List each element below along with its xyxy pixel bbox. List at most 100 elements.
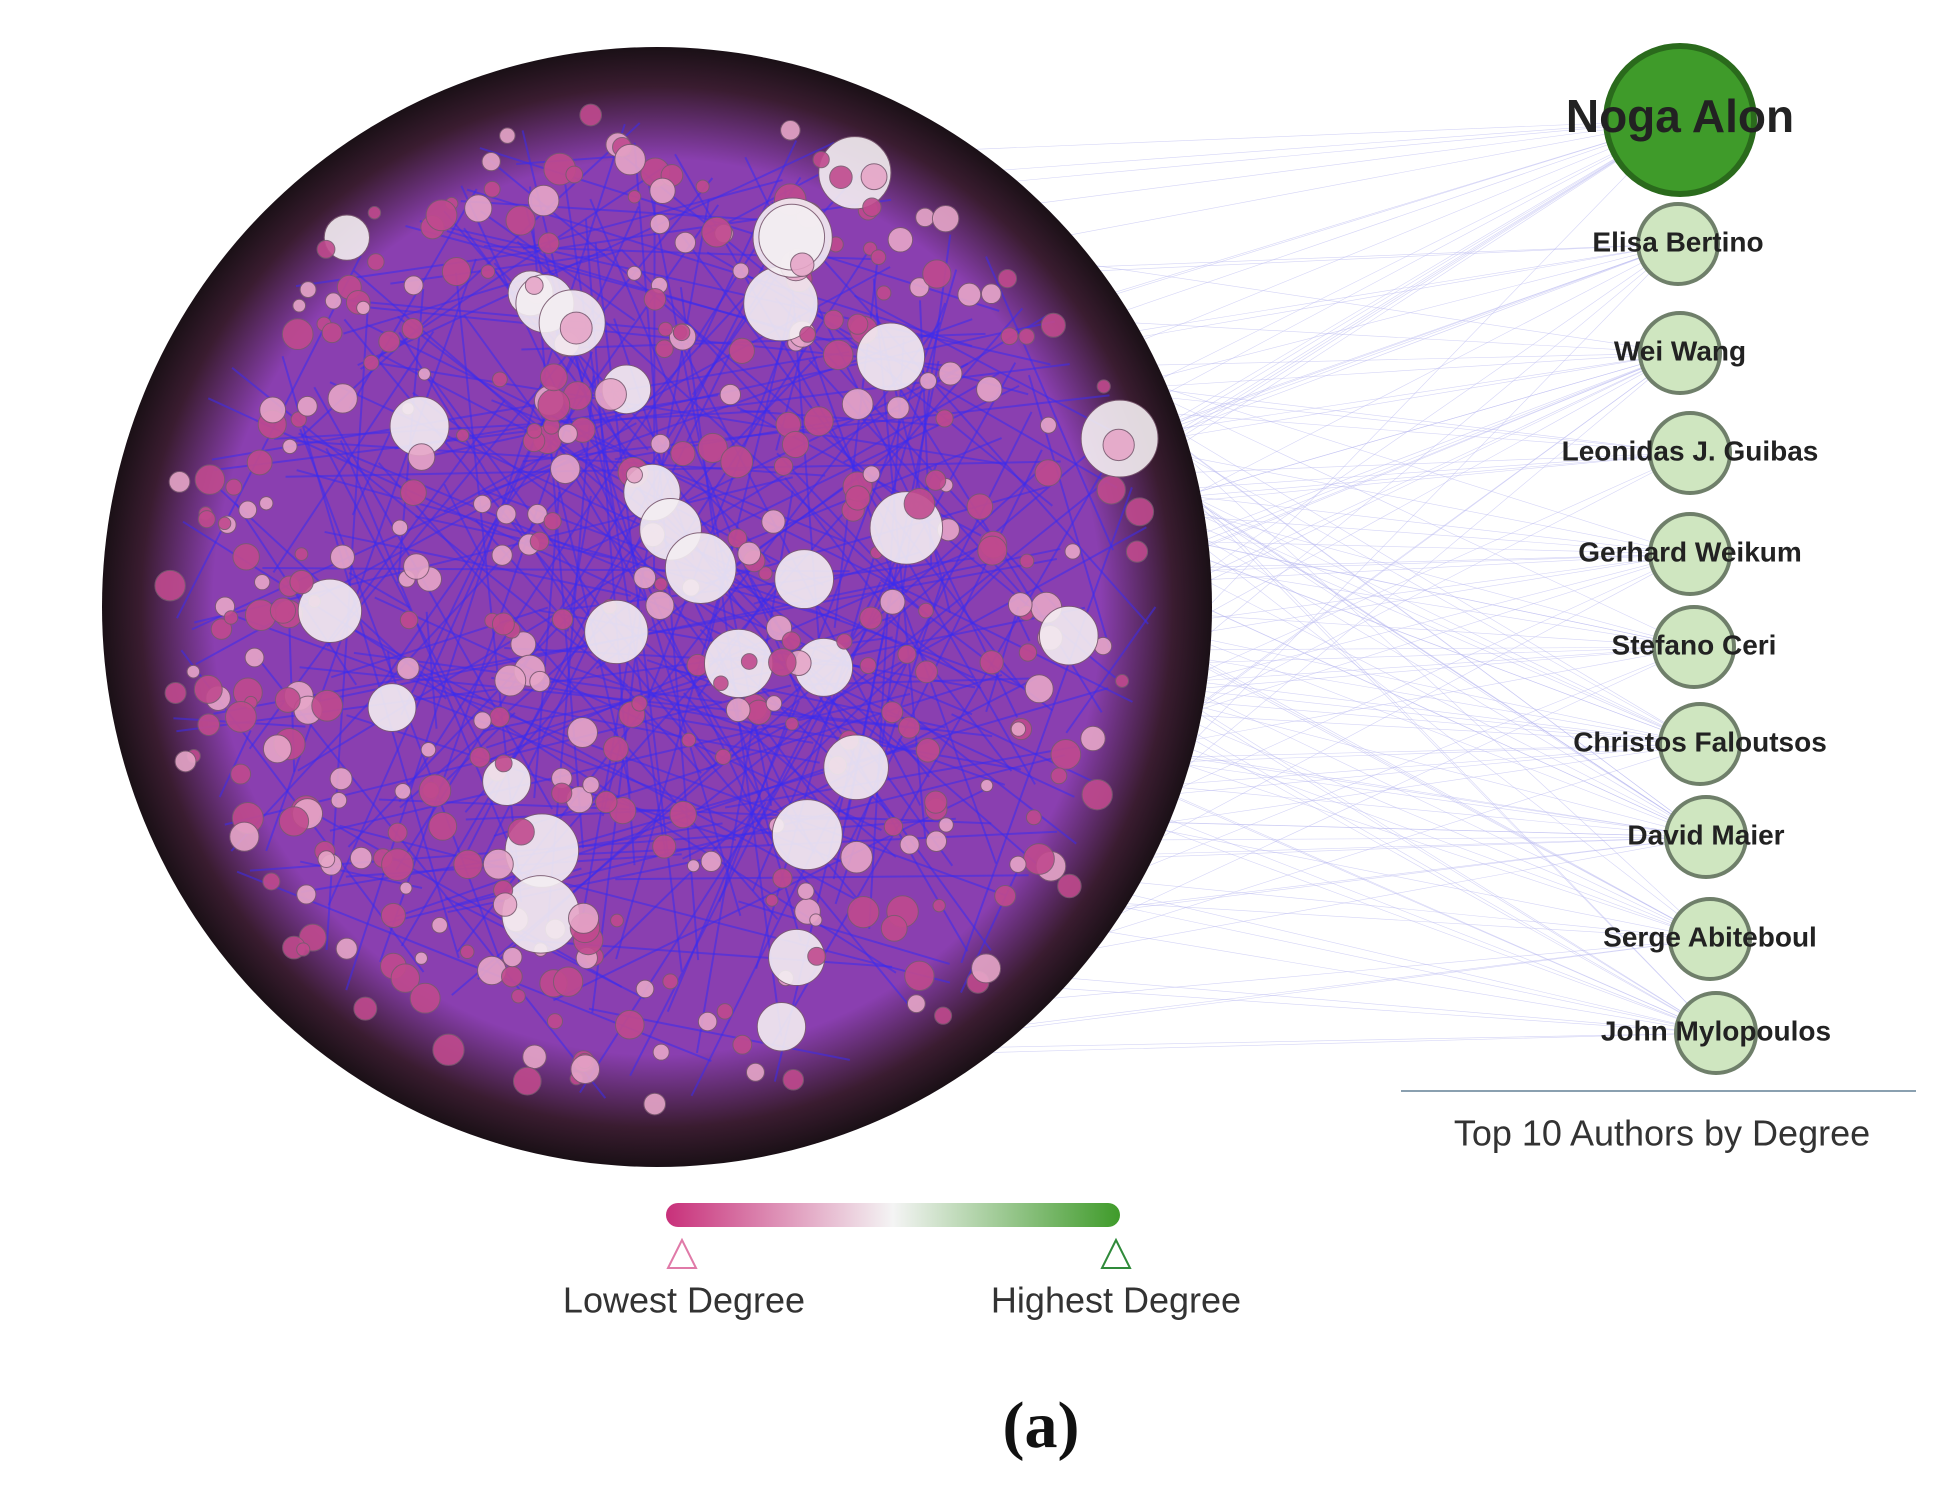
edge — [379, 351, 593, 963]
legend-low: Lowest Degree — [563, 1280, 805, 1321]
edge — [218, 729, 252, 798]
author-label: Gerhard Weikum — [1578, 536, 1802, 567]
node — [732, 262, 750, 280]
node — [292, 298, 307, 313]
node — [1023, 843, 1055, 875]
node — [391, 519, 409, 536]
edge — [294, 801, 623, 988]
edge — [485, 156, 1117, 679]
edge — [396, 315, 1077, 845]
author-label: Serge Abiteboul — [1603, 921, 1817, 952]
node — [994, 884, 1017, 907]
node — [330, 544, 355, 570]
node — [491, 612, 515, 636]
author-node — [1658, 702, 1742, 786]
node — [695, 179, 710, 194]
edge — [854, 294, 1121, 437]
node — [797, 882, 815, 900]
node — [387, 822, 408, 843]
node — [469, 746, 491, 768]
node — [979, 650, 1004, 675]
author-label: Noga Alon — [1566, 90, 1794, 142]
node — [278, 806, 310, 837]
node — [537, 388, 571, 422]
node — [403, 553, 430, 580]
node — [381, 848, 414, 881]
author-label: Christos Faloutsos — [1573, 726, 1827, 757]
author-label: David Maier — [1627, 819, 1784, 850]
node — [881, 701, 904, 724]
edge — [666, 700, 800, 1013]
node — [1034, 459, 1062, 487]
node — [980, 779, 994, 793]
node — [473, 494, 492, 514]
node — [394, 782, 412, 800]
node — [551, 782, 573, 804]
edge — [443, 483, 486, 565]
node — [915, 738, 941, 763]
node — [323, 214, 371, 261]
node — [879, 588, 906, 615]
node — [643, 288, 667, 311]
node — [259, 496, 274, 511]
node — [643, 1092, 667, 1116]
edge — [868, 338, 905, 929]
node — [614, 143, 646, 176]
node — [329, 767, 353, 791]
node — [922, 259, 952, 289]
node — [473, 711, 492, 730]
edge — [705, 526, 1147, 771]
node — [281, 318, 314, 351]
node — [1019, 553, 1035, 569]
node — [697, 1011, 718, 1032]
node — [570, 1054, 601, 1085]
node — [799, 326, 816, 343]
node — [193, 674, 223, 704]
node — [980, 283, 1002, 305]
node — [938, 817, 954, 833]
node — [550, 453, 581, 485]
edge — [415, 515, 615, 560]
node — [324, 292, 342, 310]
node — [595, 790, 618, 814]
author-label: Wei Wang — [1614, 335, 1746, 366]
node — [782, 1068, 805, 1091]
node — [745, 1062, 765, 1082]
edge — [1113, 611, 1711, 940]
node — [925, 830, 948, 852]
node — [847, 896, 880, 929]
node — [353, 996, 378, 1021]
node — [859, 606, 883, 630]
node — [662, 973, 679, 990]
edge — [1097, 352, 1681, 842]
edge — [398, 176, 802, 803]
node — [862, 465, 881, 483]
node — [238, 500, 258, 520]
node — [282, 438, 298, 455]
node — [934, 1006, 953, 1025]
node — [274, 687, 301, 713]
edge — [560, 557, 975, 612]
node — [935, 409, 954, 428]
edge — [646, 659, 1006, 786]
edge — [771, 201, 1149, 625]
node — [230, 763, 252, 785]
node — [836, 633, 853, 650]
node — [1115, 674, 1129, 688]
author-node — [1652, 605, 1736, 689]
node — [400, 479, 427, 506]
node — [887, 226, 914, 253]
node — [957, 282, 982, 307]
node — [512, 1066, 542, 1096]
edge — [348, 571, 411, 609]
node — [225, 701, 257, 733]
node — [674, 231, 697, 254]
node — [732, 1034, 753, 1055]
node — [635, 979, 655, 999]
edge — [339, 824, 951, 984]
node — [847, 313, 869, 335]
edge — [1036, 897, 1711, 940]
node — [321, 322, 343, 344]
node — [524, 276, 544, 295]
